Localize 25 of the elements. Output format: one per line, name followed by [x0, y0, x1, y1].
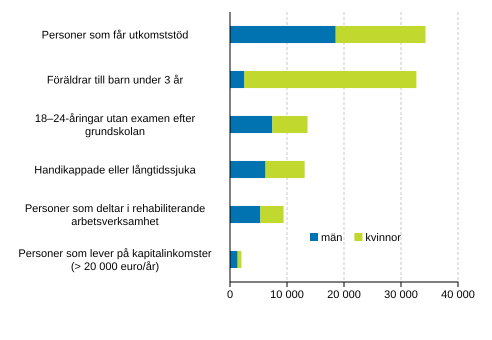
bar — [335, 26, 426, 44]
bar — [237, 250, 242, 268]
x-tick-label: 10 000 — [270, 288, 304, 301]
x-tick-label: 0 — [226, 288, 234, 301]
x-tick-label: 20 000 — [327, 288, 361, 301]
y-tick-label: Handikappade eller långtidssjuka — [34, 164, 197, 176]
bar — [230, 70, 244, 88]
bar — [230, 26, 336, 44]
bar — [230, 250, 238, 268]
legend-label: kvinnor — [365, 232, 402, 244]
y-tick-label: Personer som får utkomststöd — [42, 29, 188, 42]
bar — [244, 70, 416, 88]
y-tick-label: Föräldrar till barn under 3 år — [46, 74, 184, 86]
x-tick-label: 30 000 — [384, 288, 418, 301]
bar — [230, 160, 266, 178]
bar — [260, 206, 284, 224]
x-tick-label: 40 000 — [441, 288, 475, 301]
bar — [272, 116, 308, 134]
y-tick-label: 18–24-åringar utan examen efter grundskolan — [34, 112, 196, 138]
bar — [265, 160, 305, 178]
legend-label: män — [321, 232, 342, 244]
y-tick-label: Personer som lever på kapitalinkomster (> 20 000 euro/år) — [18, 248, 212, 273]
bar — [230, 116, 272, 134]
y-tick-label: Personer som deltar i rehabiliterande arbetsverksamhet — [24, 202, 206, 228]
bar — [230, 206, 260, 224]
